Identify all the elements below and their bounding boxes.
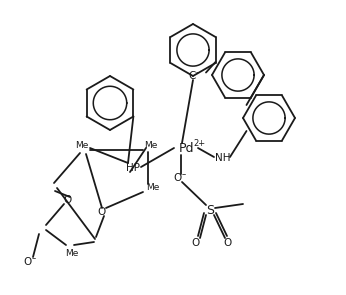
Text: –: – <box>182 171 186 179</box>
Text: O: O <box>192 238 200 248</box>
Text: Me: Me <box>144 142 158 150</box>
Text: O: O <box>24 257 32 267</box>
Text: O: O <box>63 195 71 205</box>
Text: Me: Me <box>146 183 160 193</box>
Text: –: – <box>196 68 200 78</box>
Text: O: O <box>224 238 232 248</box>
Text: Pd: Pd <box>178 142 194 155</box>
Text: Me: Me <box>65 248 79 258</box>
Text: S: S <box>206 204 214 217</box>
Text: 2+: 2+ <box>193 140 205 148</box>
Text: HP: HP <box>126 163 140 173</box>
Text: NH: NH <box>215 153 231 163</box>
Text: Me: Me <box>75 142 89 150</box>
Text: –: – <box>32 255 36 263</box>
Text: O: O <box>98 207 106 217</box>
Text: C: C <box>188 71 196 81</box>
Text: O: O <box>174 173 182 183</box>
